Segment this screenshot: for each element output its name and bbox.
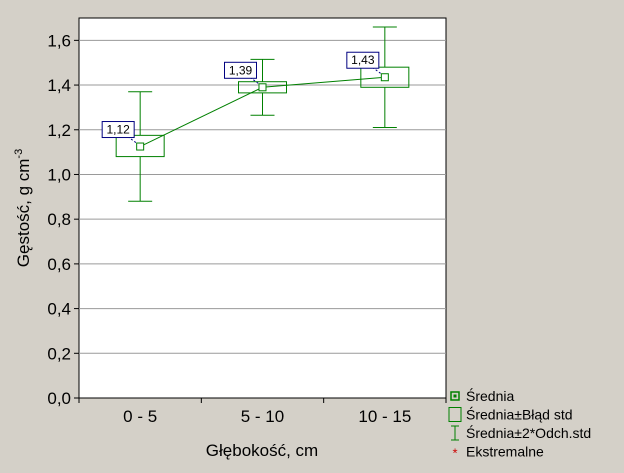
legend-box-icon	[448, 407, 462, 422]
data-label-box	[101, 121, 135, 139]
data-label: 1,43	[351, 53, 375, 67]
mean-marker	[258, 83, 267, 92]
y-tick-label: 0,2	[47, 344, 71, 363]
data-labels: 1,12 1,39 1,43	[101, 51, 383, 144]
y-tick-label: 1,6	[47, 31, 71, 50]
data-label-box	[346, 51, 380, 69]
x-axis: 0 - 5 5 - 10 10 - 15	[78, 398, 447, 426]
y-axis-title-main: Gęstość, g cm	[14, 159, 33, 268]
x-tick-label: 10 - 15	[358, 407, 411, 426]
y-axis-title-superscript: -3	[13, 149, 25, 159]
legend-label: Średnia±Błąd std	[466, 406, 573, 423]
legend-label: Średnia±2*Odch.std	[466, 424, 591, 441]
x-tick-label: 0 - 5	[123, 407, 157, 426]
se-box	[360, 66, 410, 88]
legend-label: Średnia	[466, 387, 514, 404]
legend-mean-icon-center	[453, 394, 457, 398]
y-tick-label: 1,4	[47, 76, 71, 95]
data-label: 1,39	[229, 63, 253, 77]
y-tick-label: 1,0	[47, 165, 71, 184]
x-axis-title: Głębokość, cm	[206, 441, 318, 460]
y-axis: 0,0 0,2 0,4 0,6 0,8 1,0 1,2 1,4 1,6	[47, 31, 79, 408]
y-tick-label: 1,2	[47, 121, 71, 140]
se-box	[115, 134, 165, 158]
legend: Średnia Średnia±Błąd stdŚrednia±2*Odch.st…	[448, 387, 591, 461]
y-tick-label: 0,8	[47, 210, 71, 229]
legend-asterisk-icon: *	[452, 446, 457, 461]
y-tick-label: 0,6	[47, 255, 71, 274]
mean-marker	[380, 73, 389, 82]
data-label: 1,12	[106, 123, 130, 137]
y-axis-title: Gęstość, g cm-3	[13, 149, 33, 267]
se-box	[238, 81, 287, 94]
series-group	[115, 26, 410, 202]
mean-marker	[136, 142, 145, 151]
data-label-box	[224, 61, 257, 79]
legend-label: Ekstremalne	[466, 444, 544, 460]
y-tick-label: 0,0	[47, 389, 71, 408]
y-tick-label: 0,4	[47, 300, 71, 319]
x-tick-label: 5 - 10	[241, 407, 284, 426]
